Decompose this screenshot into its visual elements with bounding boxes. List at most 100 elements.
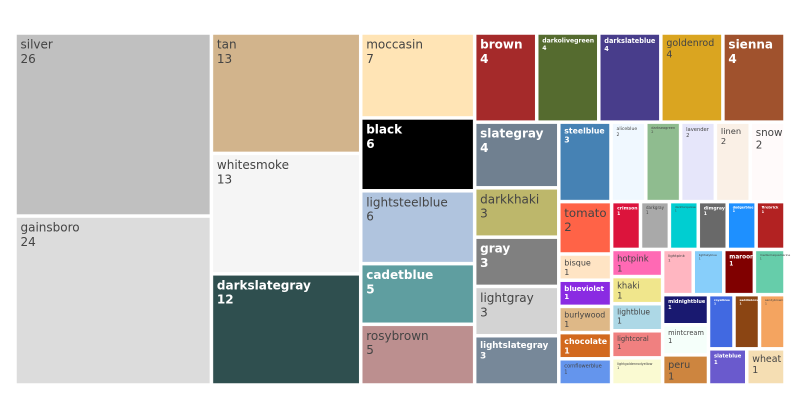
tile-value: 1 (699, 257, 701, 261)
tile-value: 1 (564, 320, 569, 329)
tile-label: peru (668, 360, 690, 371)
tile (755, 250, 784, 294)
tile (475, 238, 558, 286)
tile-value: 1 (564, 268, 569, 277)
tile-label: chocolate (564, 337, 607, 346)
tile-label: lightblue (617, 308, 650, 317)
tile-value: 1 (704, 211, 707, 217)
tile-value: 4 (666, 49, 672, 60)
tile (725, 250, 754, 294)
tile-label: lightslategray (480, 341, 548, 351)
tile-label: tomato (564, 206, 606, 220)
tile-label: gray (480, 242, 510, 256)
tile-value: 1 (564, 292, 569, 301)
tile (728, 202, 755, 249)
tile-label: royalblue (714, 298, 730, 302)
tile-label: blueviolet (564, 284, 604, 293)
tile-value: 6 (366, 210, 374, 224)
tile-value: 24 (21, 235, 36, 249)
tile (670, 202, 698, 249)
tile (560, 360, 611, 384)
tile-value: 1 (733, 209, 736, 213)
tile (716, 123, 749, 201)
tile-value: 2 (756, 140, 763, 152)
tile (681, 123, 715, 201)
tile (361, 34, 474, 117)
tile-value: 1 (617, 343, 621, 351)
tile-value: 6 (366, 137, 374, 151)
tile (612, 332, 662, 357)
tile-value: 26 (21, 52, 36, 66)
tile-value: 1 (564, 369, 567, 375)
tile (663, 356, 708, 384)
tile (361, 192, 474, 263)
tile-label: hotpink (617, 253, 649, 263)
tile-label: cornflowerblue (564, 363, 601, 369)
tile (560, 281, 611, 306)
tile (600, 34, 660, 121)
tile-label: gainsboro (21, 221, 80, 235)
tile-value: 4 (480, 141, 488, 155)
tile-label: tan (217, 38, 237, 52)
tile (475, 336, 558, 384)
tile (475, 287, 558, 335)
tile-value: 4 (728, 52, 736, 66)
tile-label: slategray (480, 127, 543, 141)
tile (662, 34, 722, 121)
tile-value: 2 (686, 133, 689, 139)
tile (361, 119, 474, 190)
tile (16, 217, 211, 384)
tile (212, 275, 360, 384)
tile-value: 1 (617, 366, 619, 370)
tile-value: 3 (480, 305, 488, 319)
tile-value: 1 (617, 290, 622, 300)
tile (612, 277, 662, 303)
tile-value: 12 (217, 293, 234, 307)
tile-label: dimgray (704, 206, 725, 212)
tile-value: 1 (714, 360, 718, 366)
tile-label: lightcoral (617, 335, 649, 343)
tile-label: aliceblue (617, 126, 638, 132)
tile-value: 2 (651, 130, 653, 134)
tile-value: 1 (617, 263, 622, 273)
tile-value: 2 (564, 220, 572, 234)
tile-label: snow (756, 127, 783, 139)
tile-value: 1 (668, 305, 672, 311)
tile-label: midnightblue (668, 299, 706, 305)
tile-label: rosybrown (366, 329, 428, 343)
tile-value: 1 (675, 209, 677, 213)
tile-value: 1 (752, 365, 758, 376)
tile (709, 350, 746, 384)
tile-value: 3 (480, 207, 488, 221)
tile-label: lightskyblue (699, 253, 717, 257)
tile-label: slateblue (714, 354, 742, 360)
tile-label: darkturquoise (675, 205, 696, 209)
tile-value: 1 (714, 302, 716, 306)
tile-label: darkseagreen (651, 126, 675, 130)
tile (560, 307, 611, 332)
tile-value: 5 (366, 283, 374, 297)
tile-value: 4 (604, 45, 609, 53)
tile-label: lightgoldenrodyellow (617, 362, 653, 366)
tile-value: 1 (668, 372, 674, 383)
tile-label: lightpink (668, 253, 686, 258)
tile-label: moccasin (366, 38, 423, 52)
tile-value: 1 (564, 346, 569, 355)
tile (641, 202, 669, 249)
tile-label: lightsteelblue (366, 195, 448, 209)
tile (16, 34, 211, 215)
tile-value: 1 (668, 257, 671, 262)
tile-label: maroon (729, 255, 754, 261)
tile (560, 333, 611, 358)
tile-label: steelblue (564, 126, 604, 135)
tile-label: bisque (564, 258, 591, 267)
tile-label: darkgray (646, 205, 665, 210)
tile (694, 250, 723, 294)
tile (747, 350, 784, 384)
tile (663, 250, 692, 294)
tile (663, 325, 708, 354)
tile-value: 1 (646, 210, 649, 215)
tile (757, 202, 784, 249)
tile-value: 4 (480, 52, 488, 66)
tile-label: burlywood (564, 311, 605, 320)
